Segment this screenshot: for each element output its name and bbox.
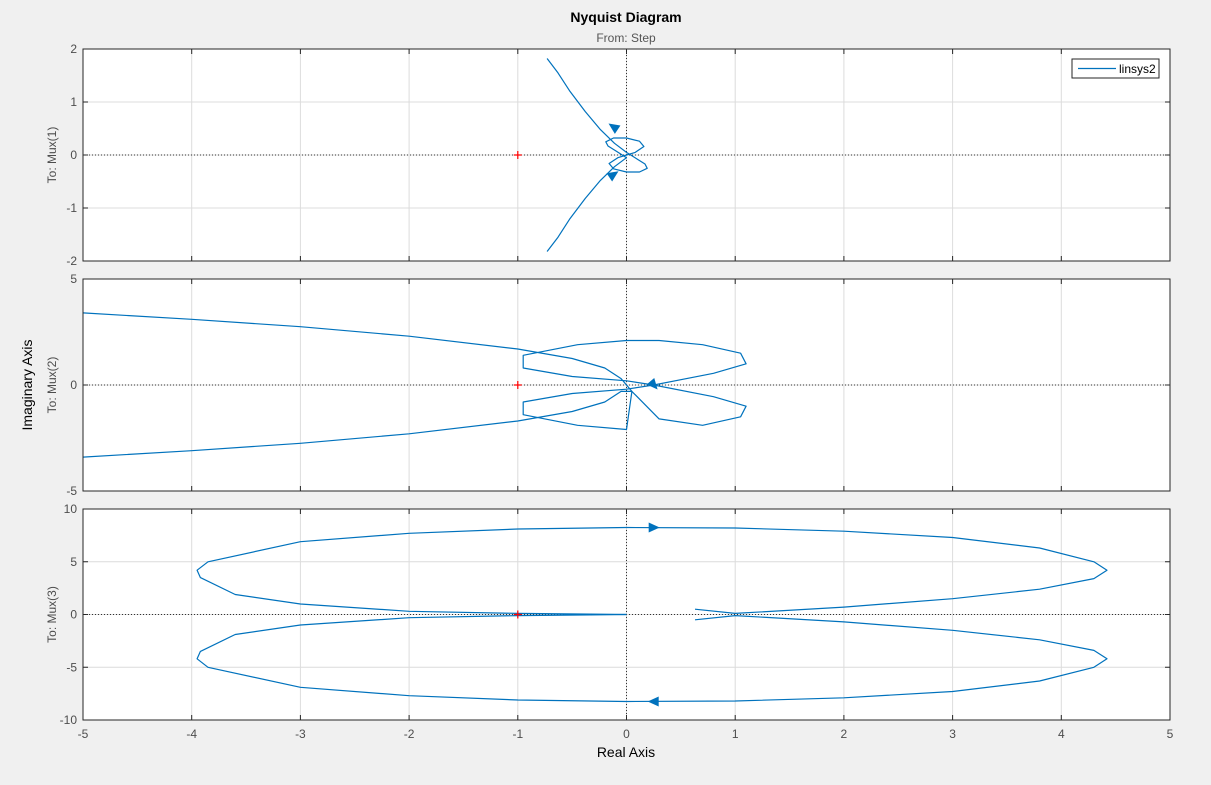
nyquist-curve: [196, 526, 1108, 616]
y-tick-label: 1: [70, 95, 77, 109]
direction-arrow: [646, 377, 658, 390]
chart-subtitle: From: Step: [596, 31, 656, 45]
y-tick-label: 0: [70, 378, 77, 392]
x-tick-label: -5: [78, 727, 89, 741]
direction-arrow: [648, 522, 660, 533]
panel-2: -5 0 5 To: Mux(2): [45, 272, 1171, 498]
x-tick-label: 3: [949, 727, 956, 741]
nyquist-curve: [82, 312, 747, 458]
y-tick-label: -5: [66, 660, 77, 674]
y-axis-label: Imaginary Axis: [19, 339, 35, 430]
axes-frame: [82, 278, 1171, 492]
axes-frame: [82, 508, 1171, 721]
y-tick-label: 5: [70, 272, 77, 286]
direction-arrow: [608, 123, 621, 134]
x-tick-label: 4: [1058, 727, 1065, 741]
panel-1: -2 -1 0 1 2 To: Mux(1): [45, 42, 1171, 268]
critical-point-marker: [513, 381, 522, 389]
x-tick-label: -3: [295, 727, 306, 741]
x-tick-label: 5: [1167, 727, 1174, 741]
x-axis-label: Real Axis: [597, 744, 655, 760]
nyquist-curve: [196, 613, 1108, 703]
x-tick-label: -2: [404, 727, 415, 741]
legend[interactable]: linsys2: [1071, 58, 1160, 79]
chart-title: Nyquist Diagram: [570, 9, 681, 25]
x-tick-label: -1: [512, 727, 523, 741]
x-tick-label: 1: [732, 727, 739, 741]
y-tick-label: -2: [66, 254, 77, 268]
y-tick-label: 2: [70, 42, 77, 56]
y-tick-label: -1: [66, 201, 77, 215]
y-tick-label: -10: [60, 713, 78, 727]
critical-point-marker: [513, 610, 522, 619]
direction-arrow: [606, 171, 619, 182]
axes-frame: [82, 48, 1171, 262]
x-tick-label: 2: [841, 727, 848, 741]
output-label: To: Mux(2): [45, 357, 59, 414]
nyquist-curve: [546, 58, 648, 252]
y-tick-label: 0: [70, 608, 77, 622]
x-tick-label: -4: [186, 727, 197, 741]
y-tick-label: 0: [70, 148, 77, 162]
output-label: To: Mux(3): [45, 586, 59, 643]
legend-entry-label: linsys2: [1119, 62, 1156, 76]
y-tick-label: -5: [66, 484, 77, 498]
critical-point-marker: [513, 151, 522, 159]
x-tick-label: 0: [623, 727, 630, 741]
output-label: To: Mux(1): [45, 127, 59, 184]
y-tick-label: 5: [70, 555, 77, 569]
y-tick-label: 10: [64, 502, 78, 516]
direction-arrow: [647, 696, 659, 707]
